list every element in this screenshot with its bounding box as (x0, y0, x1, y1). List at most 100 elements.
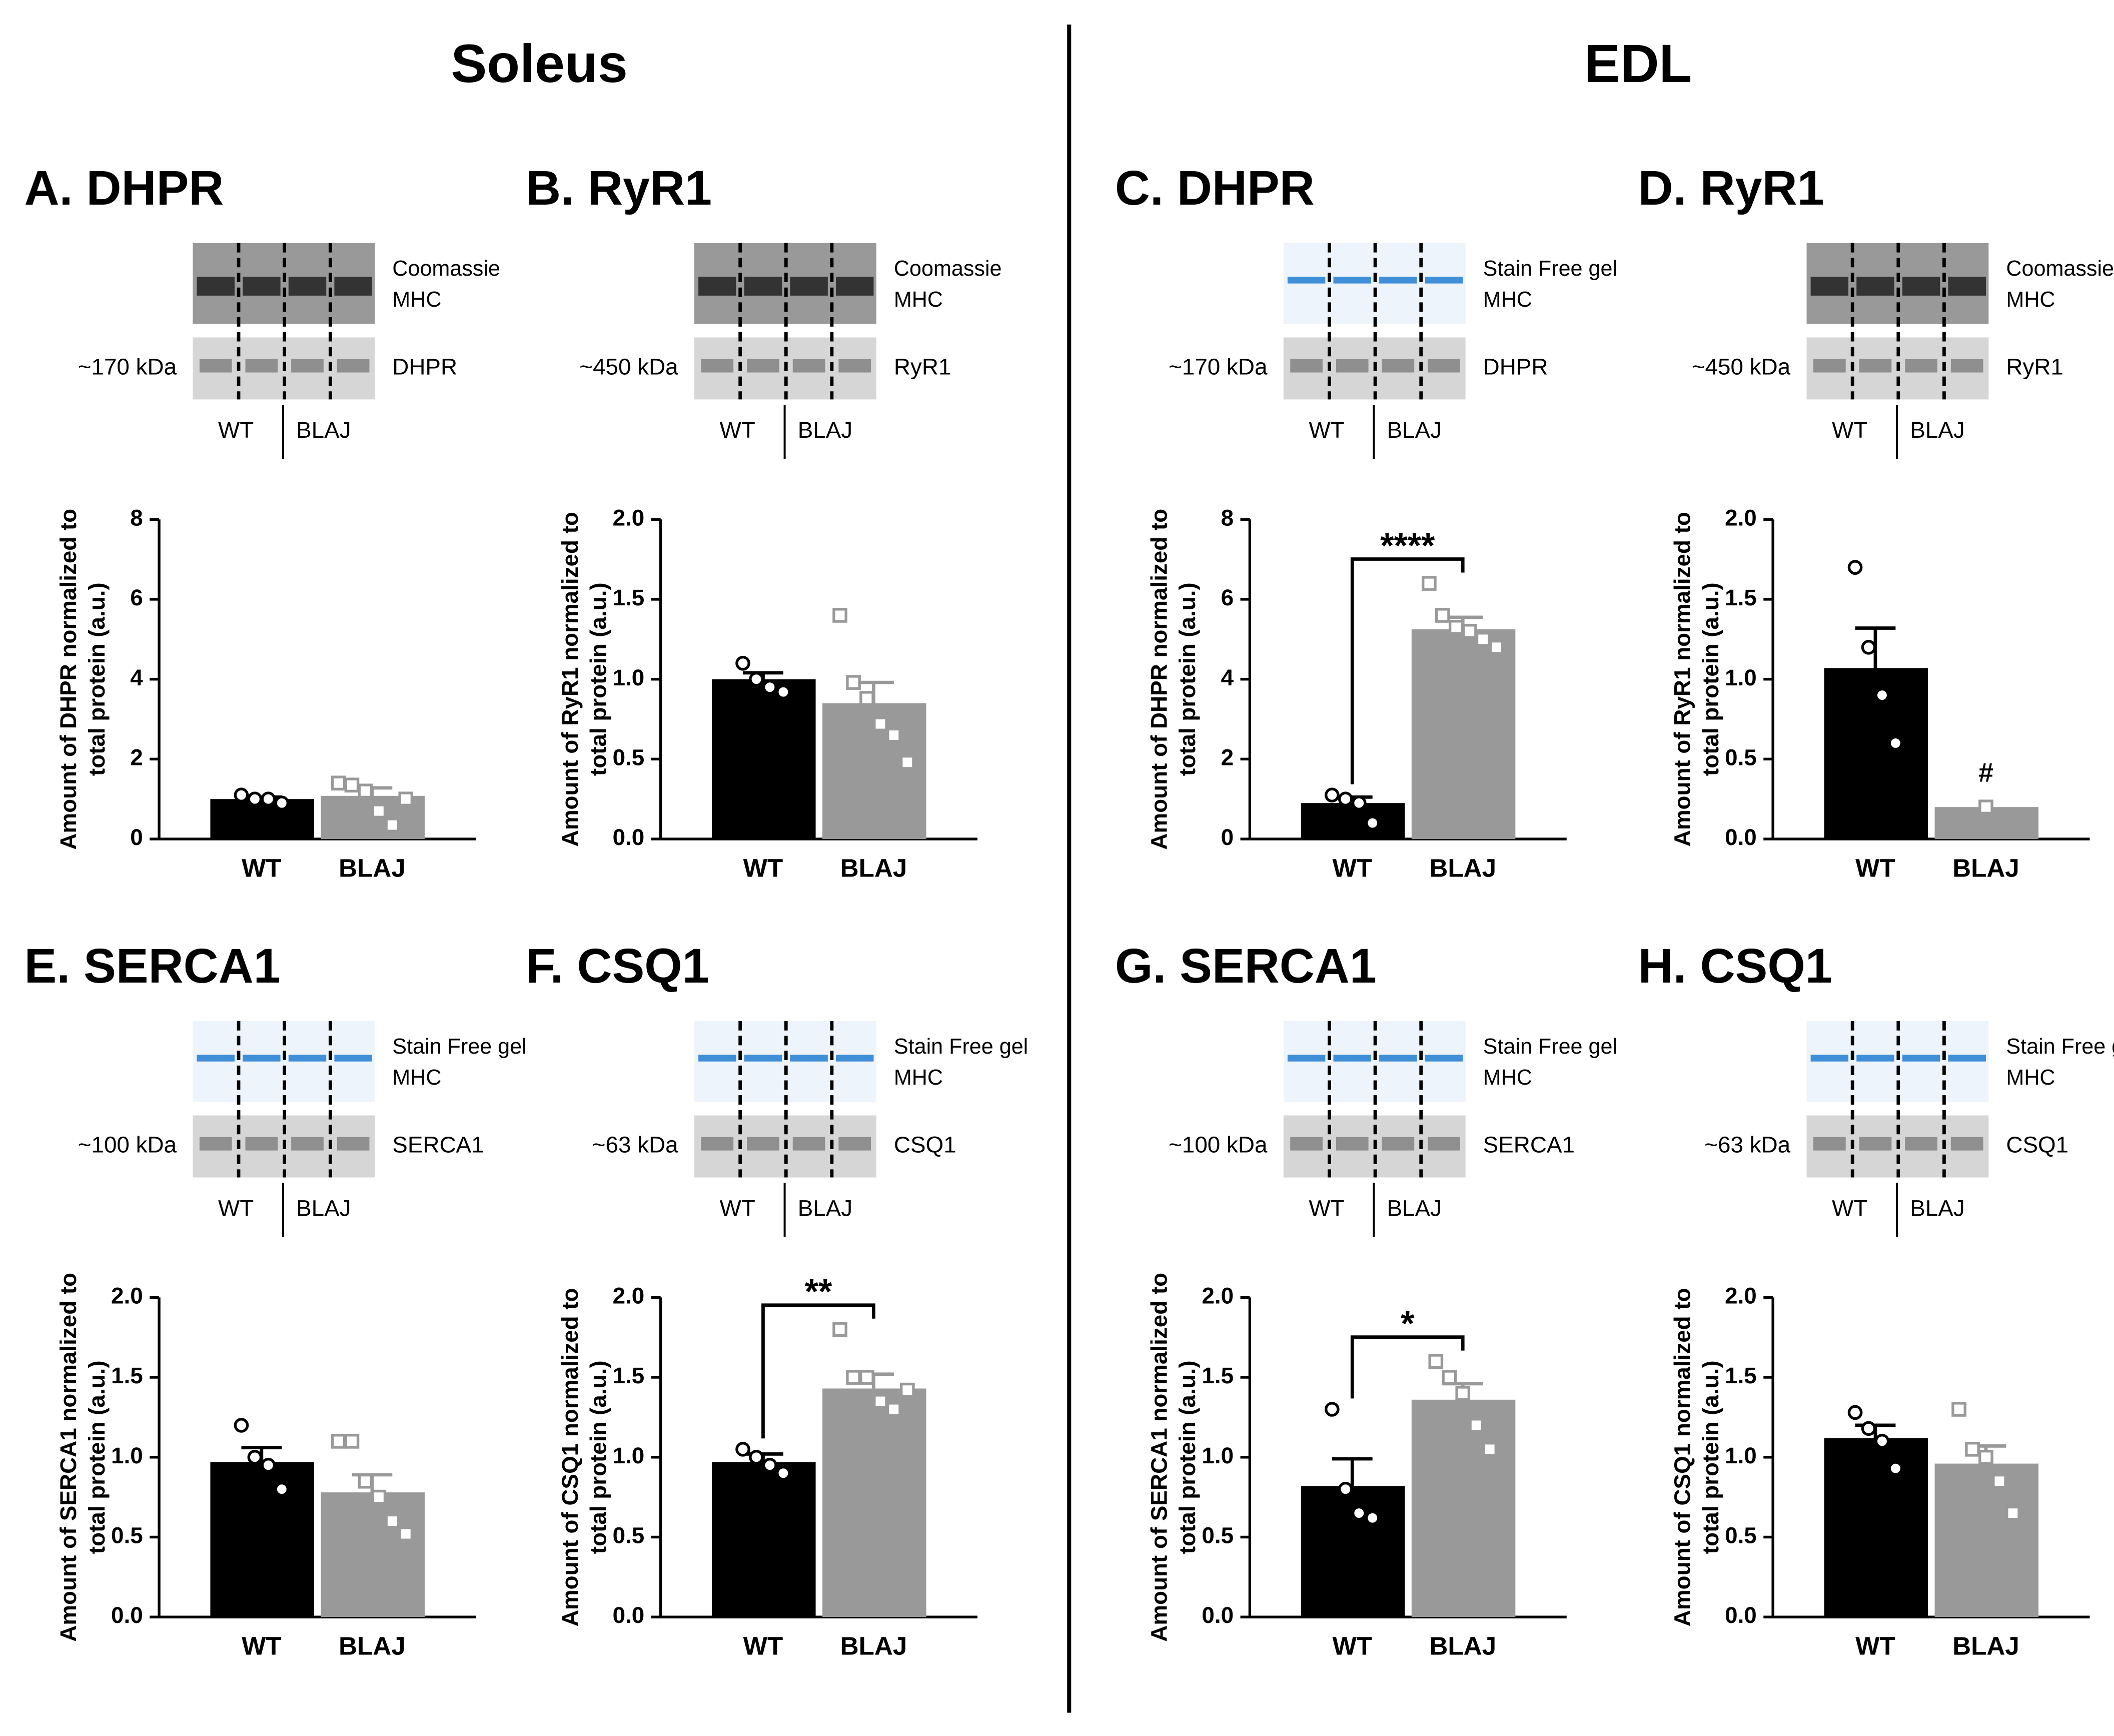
data-point (358, 783, 373, 799)
y-label-line: Amount of SERCA1 normalized to (1147, 1273, 1172, 1642)
protein-label: SERCA1 (392, 1132, 484, 1158)
x-tick-label: BLAJ (1952, 854, 2019, 883)
data-point (735, 1441, 750, 1457)
data-point (1888, 735, 1903, 751)
group-label: BLAJ (1387, 1195, 1441, 1221)
data-point (1489, 639, 1504, 655)
stain-label: MHC (1483, 288, 1532, 312)
data-point (873, 1394, 888, 1409)
x-tick-label: BLAJ (840, 1632, 907, 1660)
y-label-line: total protein (a.u.) (1698, 1360, 1723, 1554)
group-label: WT (218, 1195, 254, 1221)
y-tick-label: 2.0 (1725, 1283, 1757, 1309)
stain-label: MHC (392, 288, 441, 312)
y-label: Amount of RyR1 normalized to total protei… (557, 512, 611, 846)
blot-band (1425, 1055, 1463, 1062)
x-tick-label: WT (1855, 1632, 1895, 1660)
data-point (873, 716, 888, 731)
data-point (749, 1449, 764, 1465)
y-label: Amount of CSQ1 normalized to total protei… (557, 1288, 611, 1626)
data-point (1469, 1418, 1484, 1433)
bar (1934, 1463, 2039, 1617)
data-point (1475, 632, 1491, 647)
size-label: ~100 kDa (1169, 1132, 1268, 1158)
data-point (1874, 687, 1890, 703)
data-point (1847, 560, 1863, 575)
panel-title: A. DHPR (25, 161, 224, 215)
data-point (2005, 1505, 2020, 1521)
data-point (398, 1526, 414, 1541)
stain-label: MHC (2006, 1066, 2055, 1090)
blot-band (197, 277, 235, 296)
blot-band (1379, 277, 1417, 284)
y-label-line: total protein (a.u.) (1175, 582, 1200, 776)
bar (1301, 1486, 1405, 1617)
data-point (358, 1473, 373, 1489)
protein-label: CSQ1 (894, 1132, 956, 1158)
x-tick-label: WT (1332, 854, 1372, 883)
blot-band (835, 1055, 874, 1062)
data-point (1428, 1354, 1444, 1369)
stain-label: MHC (894, 1066, 943, 1090)
y-tick-label: 0.0 (613, 824, 645, 850)
data-point (886, 727, 901, 743)
group-label: WT (720, 417, 755, 443)
blot-band (334, 277, 372, 296)
x-tick-label: WT (1332, 1632, 1372, 1660)
y-tick-label: 0 (130, 824, 143, 850)
size-label: ~450 kDa (1692, 354, 1791, 380)
x-tick-label: WT (743, 854, 783, 883)
y-label: Amount of RyR1 normalized to total protei… (1669, 512, 1723, 846)
protein-label: RyR1 (894, 354, 951, 380)
y-label-line: Amount of DHPR normalized to (56, 509, 81, 850)
bar (1301, 803, 1405, 839)
y-tick-label: 2.0 (1725, 505, 1757, 530)
data-point (762, 679, 777, 695)
y-tick-label: 0.5 (1725, 1523, 1757, 1548)
size-label: ~63 kDa (1704, 1132, 1790, 1158)
data-point (1448, 620, 1464, 635)
y-label-line: Amount of CSQ1 normalized to (1669, 1288, 1695, 1626)
x-tick-label: BLAJ (339, 854, 406, 883)
data-point (1888, 1461, 1903, 1476)
y-tick-label: 1.5 (1725, 1363, 1757, 1388)
data-point (762, 1457, 777, 1473)
y-label-line: total protein (a.u.) (585, 1360, 611, 1554)
x-tick-label: BLAJ (1952, 1632, 2019, 1660)
group-label: BLAJ (1910, 1195, 1964, 1221)
y-tick-label: 2.0 (1202, 1283, 1234, 1309)
y-label: Amount of DHPR normalized to total protei… (1147, 509, 1201, 850)
data-point (859, 1370, 874, 1385)
group-label: BLAJ (798, 1195, 852, 1221)
stain-label: MHC (1483, 1066, 1532, 1090)
y-label: Amount of CSQ1 normalized to total protei… (1669, 1288, 1723, 1626)
y-tick-label: 6 (130, 585, 143, 610)
data-point (371, 1489, 387, 1505)
y-tick-label: 1.5 (613, 1363, 645, 1388)
column-title: Soleus (451, 33, 627, 94)
data-point (1951, 1402, 1966, 1417)
data-point (1338, 1481, 1353, 1497)
y-label-line: Amount of RyR1 normalized to (557, 512, 583, 846)
data-point (234, 787, 249, 803)
y-tick-label: 0.5 (1725, 744, 1757, 770)
bar (712, 1462, 816, 1617)
blot-band (835, 277, 874, 296)
y-label: Amount of DHPR normalized to total protei… (56, 509, 110, 850)
data-point (1365, 1510, 1380, 1525)
size-label: ~63 kDa (592, 1132, 678, 1158)
data-point (398, 791, 414, 807)
bar (210, 1462, 314, 1617)
stain-label: Coomassie (392, 257, 500, 281)
data-point (1324, 1402, 1340, 1417)
significance-label: **** (1380, 526, 1435, 565)
stain-label: MHC (2006, 288, 2055, 312)
significance-bracket (1350, 557, 1465, 784)
bar (321, 1492, 425, 1617)
data-point (900, 1382, 915, 1398)
blot-band (334, 1055, 372, 1062)
data-point (331, 775, 346, 791)
y-tick-label: 0.0 (111, 1602, 143, 1628)
